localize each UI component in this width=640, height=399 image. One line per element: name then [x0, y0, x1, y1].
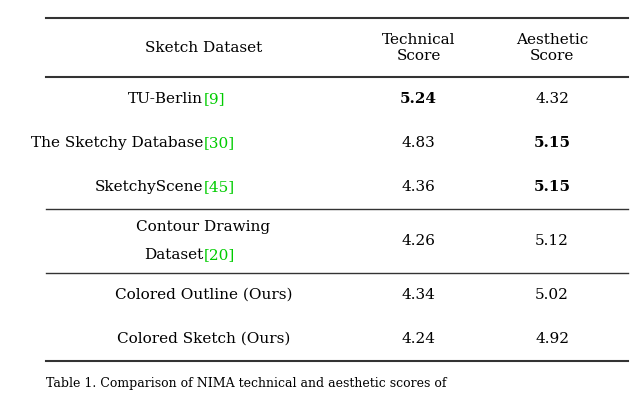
Text: 4.83: 4.83 — [402, 136, 435, 150]
Text: 5.12: 5.12 — [535, 234, 569, 248]
Text: Colored Outline (Ours): Colored Outline (Ours) — [115, 288, 292, 302]
Text: [9]: [9] — [204, 92, 225, 107]
Text: Contour Drawing: Contour Drawing — [136, 220, 270, 234]
Text: Technical
Score: Technical Score — [382, 33, 456, 63]
Text: Sketch Dataset: Sketch Dataset — [145, 41, 262, 55]
Text: 5.24: 5.24 — [400, 92, 437, 107]
Text: Dataset: Dataset — [144, 248, 204, 262]
Text: The Sketchy Database: The Sketchy Database — [31, 136, 204, 150]
Text: 4.36: 4.36 — [402, 180, 436, 194]
Text: 4.34: 4.34 — [402, 288, 436, 302]
Text: 4.92: 4.92 — [535, 332, 569, 346]
Text: Colored Sketch (Ours): Colored Sketch (Ours) — [116, 332, 290, 346]
Text: [20]: [20] — [204, 248, 235, 262]
Text: 4.24: 4.24 — [402, 332, 436, 346]
Text: SketchyScene: SketchyScene — [95, 180, 204, 194]
Text: 5.15: 5.15 — [534, 180, 570, 194]
Text: [30]: [30] — [204, 136, 234, 150]
Text: 4.26: 4.26 — [402, 234, 436, 248]
Text: Aesthetic
Score: Aesthetic Score — [516, 33, 588, 63]
Text: Table 1. Comparison of NIMA technical and aesthetic scores of: Table 1. Comparison of NIMA technical an… — [45, 377, 446, 389]
Text: 5.02: 5.02 — [535, 288, 569, 302]
Text: [45]: [45] — [204, 180, 234, 194]
Text: TU-Berlin: TU-Berlin — [128, 92, 204, 107]
Text: 4.32: 4.32 — [535, 92, 569, 107]
Text: 5.15: 5.15 — [534, 136, 570, 150]
